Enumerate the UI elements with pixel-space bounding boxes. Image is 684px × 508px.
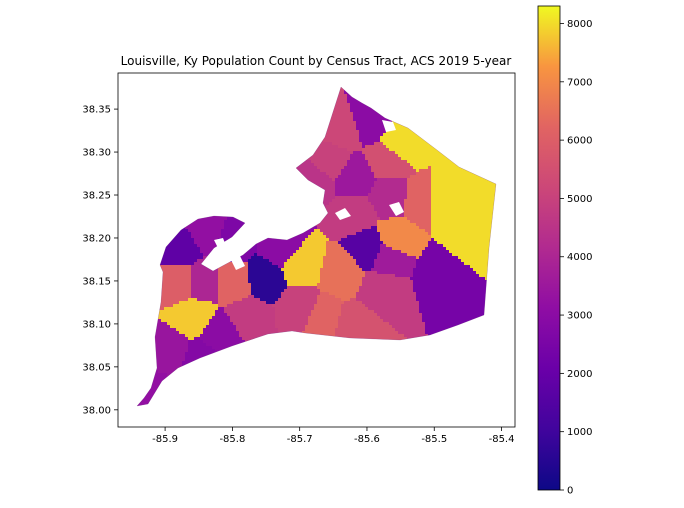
colorbar-gradient	[537, 5, 561, 491]
colorbar-tick-label: 6000	[567, 136, 592, 147]
census-tract	[377, 217, 431, 259]
x-tick-label: -85.6	[354, 434, 380, 445]
colorbar-tick-label: 8000	[567, 19, 592, 30]
no-data-area	[335, 208, 351, 220]
x-axis-ticks: -85.9 -85.8 -85.7 -85.6 -85.5 -85.4	[152, 427, 514, 445]
y-tick-label: 38.25	[82, 191, 111, 202]
census-tract	[281, 229, 329, 286]
colorbar-tick-label: 0	[567, 486, 573, 497]
no-data-area	[389, 202, 404, 216]
colorbar: 0 1000 2000 3000 4000 5000 6000 7000 8000	[537, 5, 592, 497]
colorbar-tick-label: 4000	[567, 252, 592, 263]
y-tick-label: 38.20	[82, 233, 111, 244]
census-tract	[248, 253, 287, 304]
census-tract	[335, 151, 377, 196]
no-data-area	[214, 238, 226, 248]
census-tract	[431, 190, 496, 289]
x-tick-label: -85.4	[489, 434, 515, 445]
y-tick-label: 38.05	[82, 362, 111, 373]
x-tick-label: -85.8	[219, 434, 245, 445]
y-tick-label: 38.00	[82, 405, 111, 416]
y-tick-label: 38.30	[82, 148, 111, 159]
colorbar-tick-label: 1000	[567, 427, 592, 438]
y-tick-label: 38.10	[82, 319, 111, 330]
colorbar-ticks: 0 1000 2000 3000 4000 5000 6000 7000 8000	[560, 19, 592, 497]
census-tract	[404, 166, 431, 235]
census-tract	[362, 142, 416, 178]
y-tick-label: 38.35	[82, 105, 111, 116]
census-tract	[356, 271, 434, 358]
census-tract	[338, 226, 383, 271]
colorbar-tick-label: 2000	[567, 369, 592, 380]
no-data-area	[231, 256, 245, 270]
colorbar-tick-label: 3000	[567, 311, 592, 322]
census-tract	[314, 196, 380, 241]
missing-data-holes	[214, 120, 404, 270]
y-tick-label: 38.15	[82, 276, 111, 287]
y-axis-ticks: 38.00 38.05 38.10 38.15 38.20 38.25 38.30 38.35	[82, 105, 118, 416]
x-tick-label: -85.5	[421, 434, 447, 445]
colorbar-tick-label: 7000	[567, 77, 592, 88]
no-data-area	[382, 120, 396, 132]
x-tick-label: -85.7	[287, 434, 313, 445]
map-axes: -85.9 -85.8 -85.7 -85.6 -85.5 -85.4 38.0038.0…	[82, 72, 516, 445]
x-tick-label: -85.9	[152, 434, 178, 445]
county-boundary	[136, 86, 497, 407]
census-tract	[371, 244, 416, 277]
colorbar-tick-label: 5000	[567, 194, 592, 205]
chart-title: Louisville, Ky Population Count by Censu…	[121, 54, 512, 68]
census-tract	[218, 262, 251, 307]
census-tract	[152, 298, 218, 340]
